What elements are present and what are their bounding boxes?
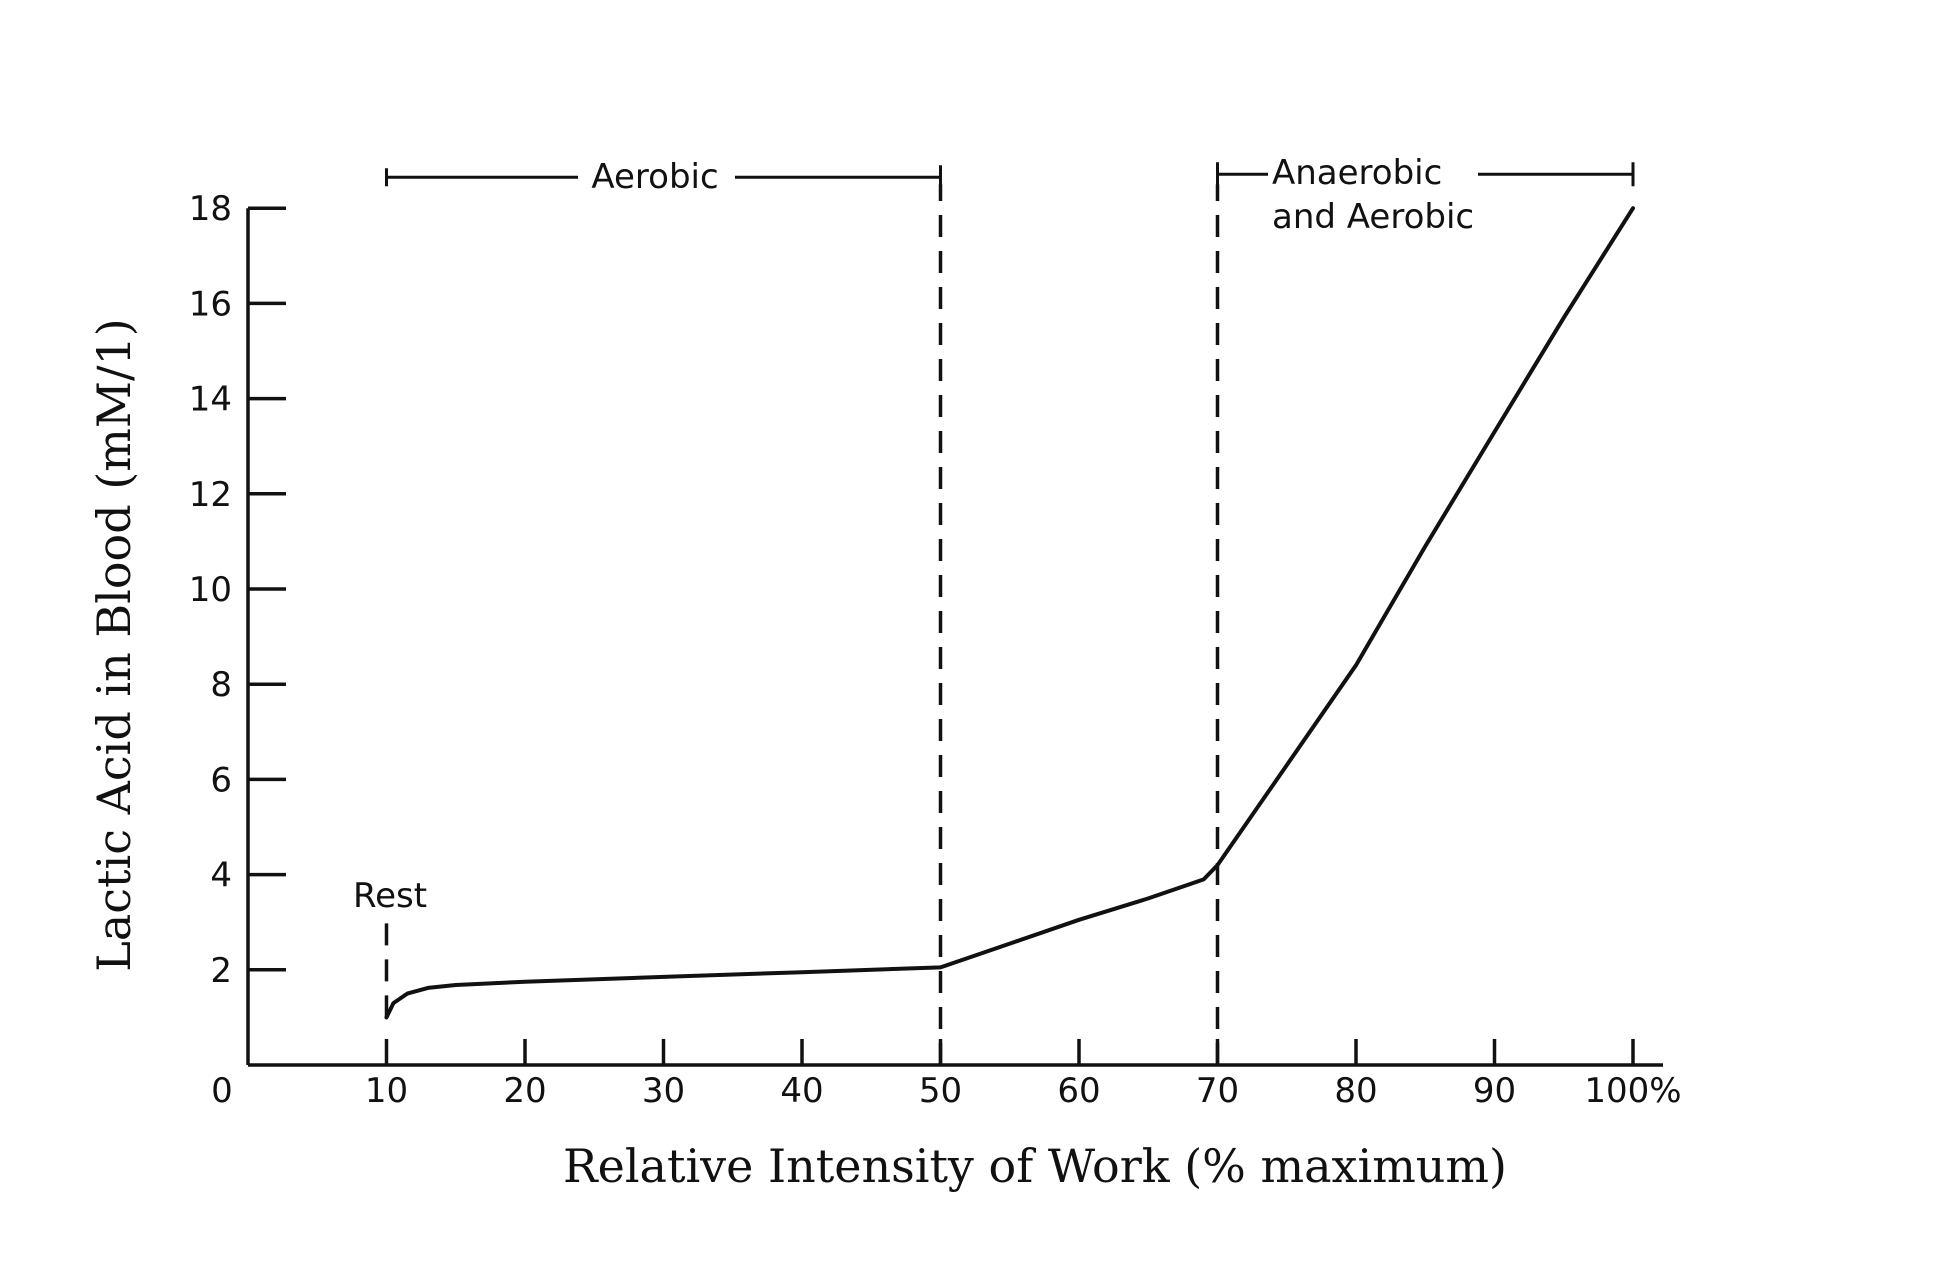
y-tick-label-2: 2 <box>210 951 232 991</box>
x-tick-label-40: 40 <box>780 1071 823 1111</box>
rest-annotation: Rest <box>353 876 427 916</box>
y-tick-label-14: 14 <box>189 380 232 420</box>
x-tick-label-80: 80 <box>1334 1071 1377 1111</box>
y-tick-label-4: 4 <box>210 856 232 896</box>
y-tick-label-12: 12 <box>189 475 232 515</box>
axes <box>246 208 1663 1067</box>
x-tick-label-30: 30 <box>642 1071 685 1111</box>
series <box>384 206 1635 1020</box>
region-label-aerobic: Aerobic <box>591 157 718 197</box>
x-tick-label-10: 10 <box>365 1071 408 1111</box>
y-tick-label-18: 18 <box>189 189 232 229</box>
y-tick-label-10: 10 <box>189 570 232 610</box>
region-label-anaerobic-line2: and Aerobic <box>1272 197 1474 237</box>
origin-label: 0 <box>211 1071 233 1111</box>
x-tick-label-90: 90 <box>1473 1071 1516 1111</box>
y-tick-label-6: 6 <box>210 760 232 800</box>
y-tick-label-16: 16 <box>189 284 232 324</box>
x-tick-label-60: 60 <box>1057 1071 1100 1111</box>
x-tick-label-20: 20 <box>503 1071 546 1111</box>
series-line-0 <box>384 206 1635 1020</box>
x-tick-label-70: 70 <box>1196 1071 1239 1111</box>
y-tick-label-8: 8 <box>210 665 232 705</box>
region-brackets <box>385 162 1635 190</box>
ticks: 10 20 30 40 50 60 70 80 90 100% 2 4 6 8 10 12 14 16 18 <box>189 189 1682 1111</box>
x-tick-label-100: 100% <box>1584 1071 1681 1111</box>
y-axis-title: Lactic Acid in Blood (mM/1) <box>87 318 141 971</box>
x-tick-label-50: 50 <box>919 1071 962 1111</box>
reference-lines <box>384 184 1220 1065</box>
region-label-anaerobic-line1: Anaerobic <box>1272 153 1442 193</box>
x-axis-title: Relative Intensity of Work (% maximum) <box>563 1139 1507 1193</box>
